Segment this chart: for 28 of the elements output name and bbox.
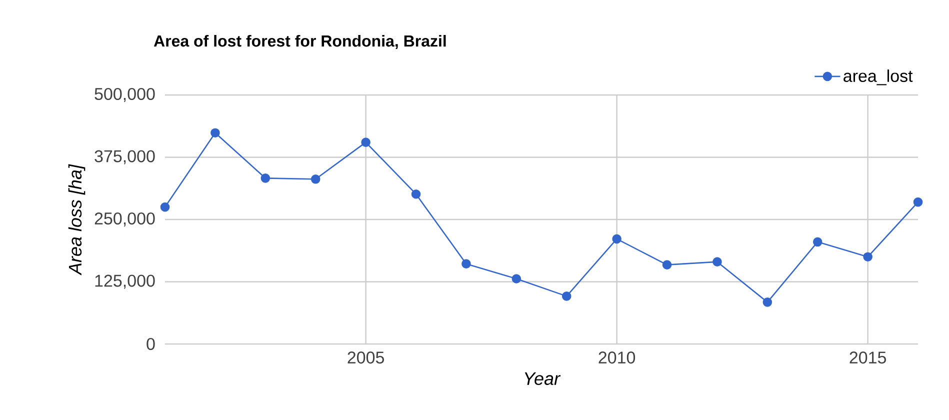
x-tick-label: 2005 — [348, 352, 384, 364]
y-tick-label: 125,000 — [95, 274, 155, 289]
point — [612, 234, 622, 244]
point — [863, 252, 872, 262]
x-axis-title: Year — [524, 372, 561, 385]
point — [562, 292, 572, 301]
point — [260, 174, 270, 183]
point — [812, 237, 822, 247]
y-axis-title: Area loss [ha] — [68, 164, 86, 276]
point — [160, 202, 170, 212]
point — [462, 259, 471, 268]
legend-label: area_lost — [844, 70, 913, 86]
x-tick-label: 2015 — [850, 352, 886, 364]
y-tick-label: 250,000 — [94, 212, 155, 227]
y-tick-label: 500,000 — [94, 88, 155, 102]
point — [310, 174, 320, 184]
point — [512, 274, 522, 284]
x-tick-label: 2010 — [598, 352, 636, 364]
point — [361, 138, 370, 147]
point — [210, 128, 220, 138]
point — [411, 189, 421, 199]
y-tick-label: 0 — [146, 338, 155, 350]
point — [762, 298, 772, 307]
point — [913, 197, 923, 207]
y-tick-label: 375,000 — [94, 150, 155, 164]
chart-title: Area of lost forest for Rondonia, Brazil — [154, 34, 446, 50]
point — [662, 260, 672, 270]
point — [712, 257, 722, 266]
